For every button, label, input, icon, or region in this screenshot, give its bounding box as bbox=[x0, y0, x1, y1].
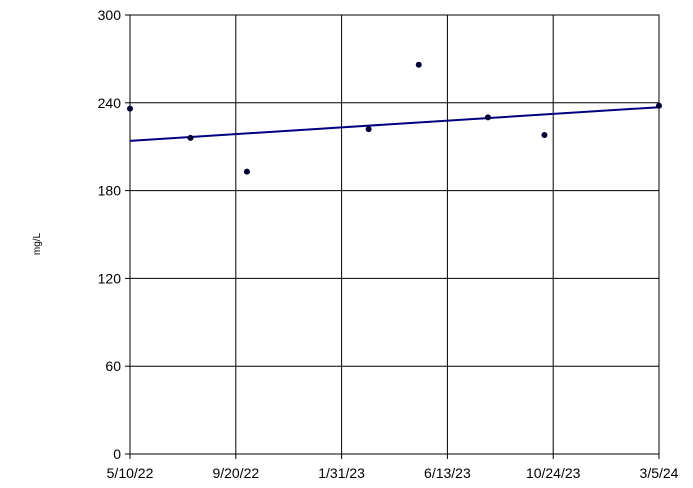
trendline-group bbox=[129, 106, 660, 142]
data-point bbox=[365, 126, 372, 133]
y-tick-label: 240 bbox=[98, 95, 122, 111]
data-point bbox=[415, 61, 422, 68]
y-tick-label: 300 bbox=[98, 7, 122, 23]
x-tick-label: 5/10/22 bbox=[107, 465, 154, 481]
x-tick-label: 1/31/23 bbox=[318, 465, 365, 481]
y-axis-label: mg/L bbox=[32, 232, 43, 255]
x-tick-label: 10/24/23 bbox=[526, 465, 581, 481]
x-axis-ticks: 5/10/22 9/20/22 1/31/23 6/13/23 10/24/23 3/5/… bbox=[107, 454, 679, 481]
data-point bbox=[127, 105, 133, 112]
y-tick-label: 60 bbox=[105, 358, 121, 374]
x-tick-label: 3/5/24 bbox=[640, 465, 679, 481]
x-tick-label: 9/20/22 bbox=[212, 465, 259, 481]
y-tick-label: 0 bbox=[113, 446, 121, 462]
grid bbox=[129, 14, 660, 455]
data-point bbox=[541, 131, 548, 138]
y-axis-ticks: 0 60 120 180 240 300 bbox=[98, 7, 130, 462]
y-tick-label: 120 bbox=[98, 270, 122, 286]
data-point bbox=[187, 134, 194, 141]
data-points bbox=[127, 61, 662, 175]
data-point bbox=[243, 168, 250, 175]
trendline bbox=[129, 106, 660, 142]
y-tick-label: 180 bbox=[98, 183, 122, 199]
x-tick-label: 6/13/23 bbox=[424, 465, 471, 481]
data-point bbox=[484, 114, 491, 121]
plot-frame bbox=[129, 14, 660, 455]
data-point bbox=[656, 102, 662, 109]
